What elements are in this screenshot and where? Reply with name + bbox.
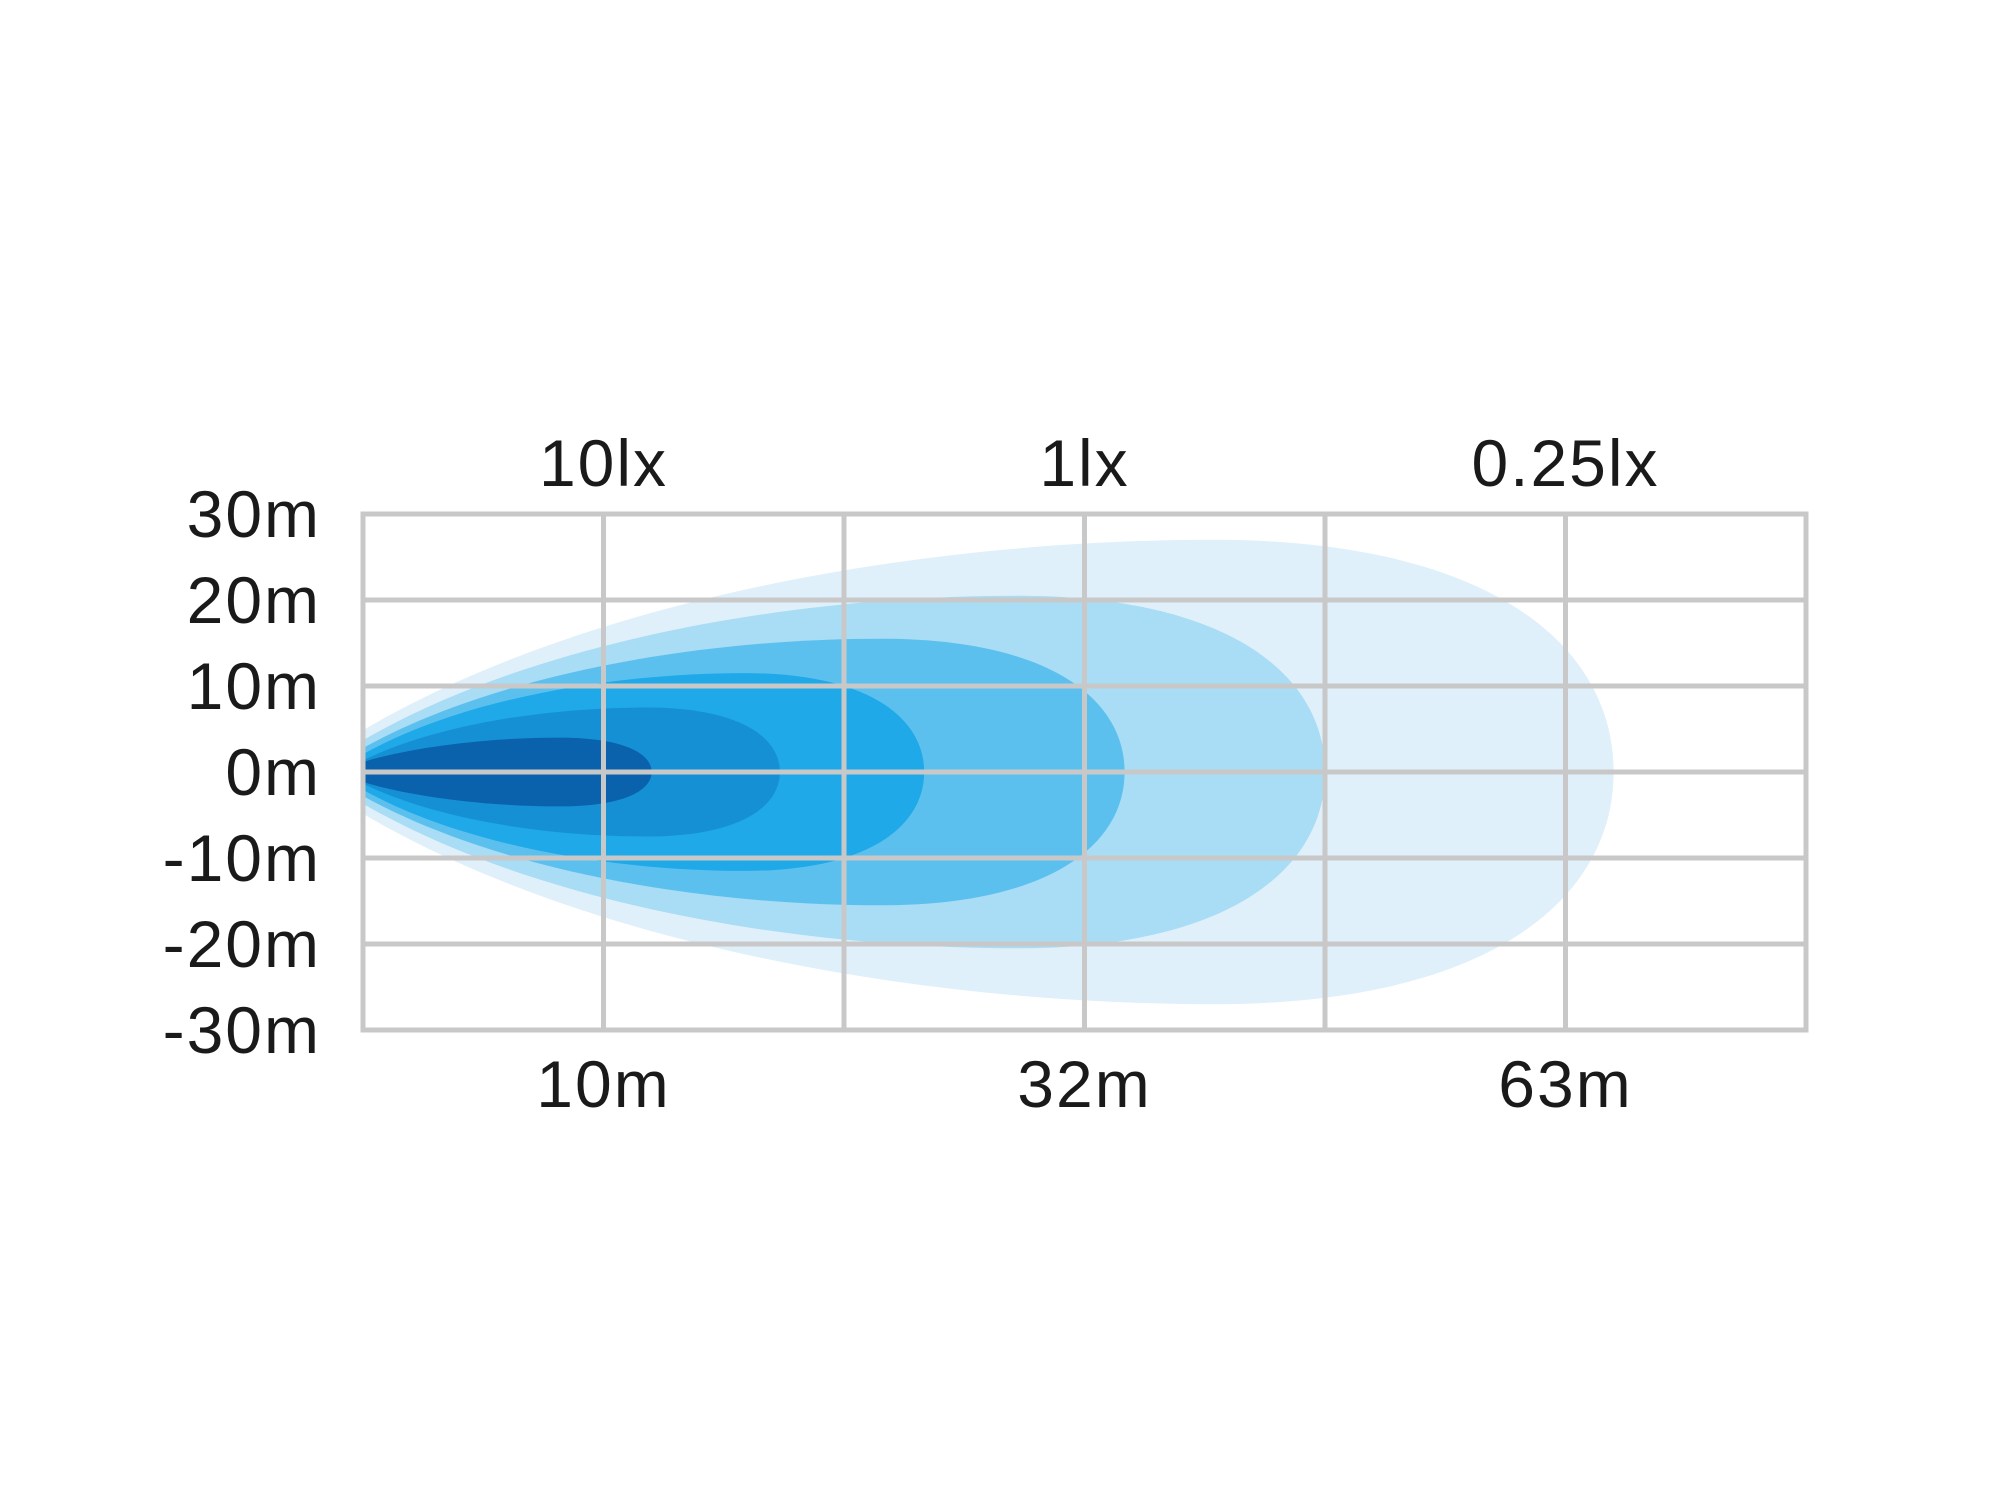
x-tick-label: 32m [1017, 1047, 1151, 1121]
y-tick-label: 0m [225, 735, 321, 809]
x-tick-label: 63m [1498, 1047, 1632, 1121]
y-tick-label: 30m [187, 477, 321, 551]
chart-grid [360, 511, 1809, 1033]
y-tick-label: 20m [187, 563, 321, 637]
x-axis-ticks: 10m 32m 63m [536, 1047, 1632, 1121]
lux-label: 10lx [539, 426, 668, 500]
y-tick-label: -20m [163, 907, 321, 981]
y-tick-label: -10m [163, 821, 321, 895]
y-axis-ticks: 30m 20m 10m 0m -10m -20m -30m [163, 477, 321, 1067]
lux-label: 1lx [1039, 426, 1129, 500]
y-tick-label: 10m [187, 649, 321, 723]
lux-labels: 10lx 1lx 0.25lx [539, 426, 1659, 500]
lux-label: 0.25lx [1471, 426, 1659, 500]
x-tick-label: 10m [536, 1047, 670, 1121]
y-tick-label: -30m [163, 993, 321, 1067]
